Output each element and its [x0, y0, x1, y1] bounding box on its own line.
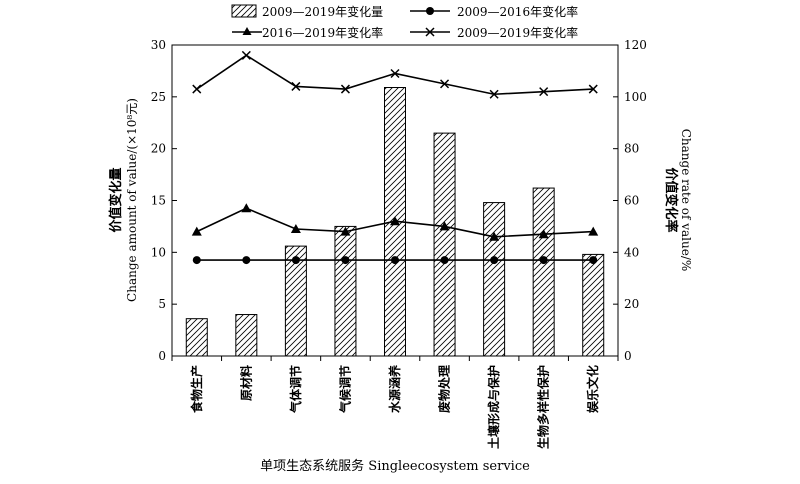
point-circle — [242, 256, 251, 265]
bar — [582, 253, 605, 357]
left-tick-label: 15 — [151, 194, 166, 208]
x-category-label: 气体调节 — [288, 365, 303, 414]
x-axis-title: 单项生态系统服务 Singleecosystem service — [260, 458, 530, 474]
right-tick-label: 20 — [624, 297, 639, 311]
right-tick-label: 120 — [624, 38, 647, 52]
point-circle — [589, 256, 598, 265]
bar — [532, 187, 555, 357]
point-cross — [440, 79, 450, 89]
x-category-label: 气候调节 — [337, 365, 352, 414]
x-axis: 食物生产 原材料 气体调节 气候调节 水源涵养 废物处理 土壤形成与保护 生物多样性保护 娱乐文… — [171, 356, 619, 449]
bar — [235, 314, 258, 357]
point-circle — [490, 256, 499, 265]
point-circle — [440, 256, 449, 265]
point-circle — [539, 256, 548, 265]
point-triangle — [340, 226, 351, 236]
right-axis-title-cn: 价值变化率 — [663, 167, 679, 232]
point-circle — [291, 256, 300, 265]
x-category-label: 水源涵养 — [387, 365, 402, 413]
point-cross — [340, 84, 350, 94]
right-tick-label: 0 — [624, 349, 632, 363]
point-cross — [489, 89, 499, 99]
point-triangle — [588, 226, 599, 236]
x-category-label: 原材料 — [238, 365, 253, 401]
left-tick-label: 10 — [151, 245, 166, 259]
point-cross — [241, 50, 251, 60]
legend-bar-swatch — [231, 4, 257, 18]
bar — [284, 245, 307, 357]
point-triangle — [290, 224, 301, 234]
left-tick-label: 20 — [151, 142, 166, 156]
legend-circle-marker — [426, 7, 434, 15]
legend-bar-label: 2009—2019年变化量 — [262, 4, 383, 19]
right-tick-label: 100 — [624, 90, 647, 104]
point-circle — [192, 256, 201, 265]
point-cross — [539, 87, 549, 97]
point-triangle — [191, 226, 202, 236]
point-triangle — [439, 221, 450, 231]
lines-group — [191, 50, 599, 265]
legend-line-2009-2019-label: 2009—2019年变化率 — [457, 25, 578, 40]
left-tick-label: 0 — [158, 349, 166, 363]
right-axis: 0 20 40 60 80 100 120 — [613, 38, 647, 363]
left-tick-label: 30 — [151, 38, 166, 52]
bars-group — [185, 87, 605, 357]
x-category-label: 土壤形成与保护 — [486, 365, 501, 449]
point-cross — [390, 68, 400, 79]
right-tick-label: 40 — [624, 245, 639, 259]
bar — [433, 132, 456, 357]
bar — [334, 225, 357, 357]
point-triangle — [538, 229, 549, 239]
point-triangle — [241, 203, 252, 213]
x-category-label: 娱乐文化 — [585, 365, 600, 413]
left-tick-label: 5 — [158, 297, 166, 311]
x-category-label: 食物生产 — [189, 365, 204, 414]
left-axis-title-en: Change amount of value/(×10⁸元) — [125, 98, 139, 302]
point-circle — [341, 256, 350, 265]
x-category-label: 废物处理 — [437, 365, 452, 413]
left-tick-label: 25 — [151, 90, 166, 104]
legend-cross-marker — [425, 27, 435, 37]
legend: 2009—2019年变化量 2009—2016年变化率 2016—2019年变化… — [231, 4, 578, 40]
x-category-label: 生物多样性保护 — [536, 365, 551, 449]
right-tick-label: 60 — [624, 194, 639, 208]
point-triangle — [390, 216, 400, 226]
point-circle — [391, 256, 399, 265]
point-cross — [291, 81, 301, 91]
legend-line-2009-2016-label: 2009—2016年变化率 — [457, 4, 578, 19]
point-triangle — [489, 231, 500, 241]
bar — [185, 318, 208, 357]
left-axis: 0 5 10 15 20 25 30 — [151, 38, 177, 363]
bar — [483, 202, 506, 357]
right-axis-title-en: Change rate of value/% — [679, 129, 693, 272]
left-axis-title-cn: 价值变化量 — [108, 167, 124, 232]
legend-triangle-marker — [242, 27, 252, 35]
point-cross — [588, 84, 598, 94]
point-cross — [192, 84, 202, 94]
legend-line-2016-2019-label: 2016—2019年变化率 — [262, 25, 383, 40]
right-tick-label: 80 — [624, 142, 639, 156]
